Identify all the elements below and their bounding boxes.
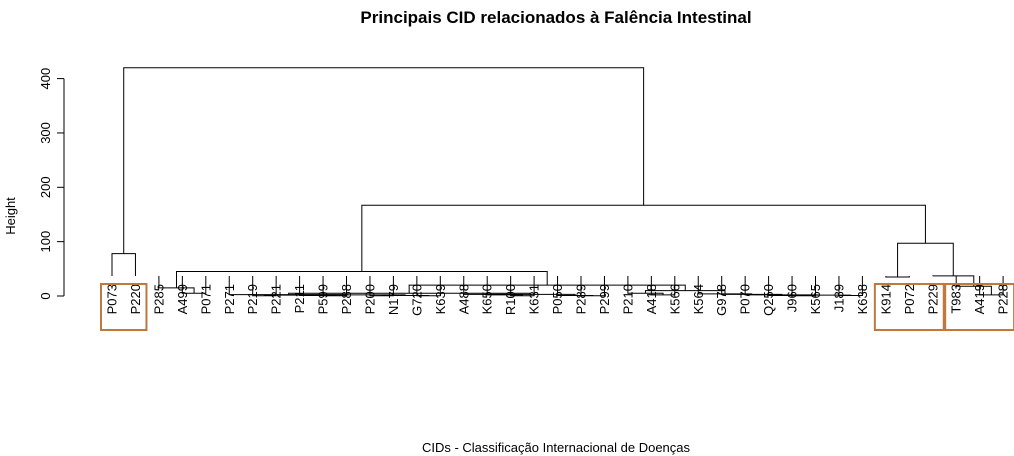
leaf-label: P220: [128, 284, 143, 314]
dendrogram-merge: [158, 276, 195, 294]
leaf-label: P289: [574, 284, 589, 314]
leaf-label: P228: [996, 284, 1011, 314]
dendrogram-merge: [885, 276, 910, 278]
dendrogram-merge: [897, 242, 954, 277]
leaf-label: P599: [316, 284, 331, 314]
dendrogram-merge: [361, 204, 926, 272]
leaf-label: P288: [339, 284, 354, 314]
y-axis: 0 100 200 300 400: [38, 68, 65, 300]
y-tick-label: 100: [38, 231, 53, 253]
leaf-label: A419: [972, 284, 987, 314]
leaf-label: T983: [949, 284, 964, 314]
y-tick-label: 200: [38, 176, 53, 198]
leaf-label: P221: [269, 284, 284, 314]
dendrogram-merge: [175, 271, 548, 288]
dendrogram-merge: [288, 292, 531, 295]
leaf-label: J189: [831, 284, 846, 312]
leaf-label: P210: [620, 284, 635, 314]
dendrogram-tree: [111, 67, 1004, 297]
y-tick-label: 400: [38, 68, 53, 90]
leaf-label: P071: [198, 284, 213, 314]
leaf-label: K638: [855, 284, 870, 314]
leaf-label: K564: [691, 284, 706, 314]
leaf-label: P219: [245, 284, 260, 314]
dendrogram-merge: [181, 276, 207, 294]
leaf-label: A418: [644, 284, 659, 314]
leaf-label: P200: [362, 284, 377, 314]
dendrogram-merge: [557, 276, 594, 296]
leaf-label: K650: [480, 284, 495, 314]
leaf-label: P072: [902, 284, 917, 314]
leaf-label: J960: [785, 284, 800, 312]
leaf-label: A488: [456, 284, 471, 314]
highlight-box: [100, 283, 148, 331]
leaf-label: P070: [738, 284, 753, 314]
leaf-label: P299: [597, 284, 612, 314]
dendrogram-merge: [111, 253, 136, 276]
leaf-label: N179: [386, 284, 401, 315]
leaf-label: P073: [105, 284, 120, 314]
dendrogram-merge: [721, 276, 783, 295]
leaf-label: P211: [292, 284, 307, 313]
dendrogram-merge: [932, 275, 975, 287]
leaf-label: G978: [714, 284, 729, 316]
leaf-label: P229: [925, 284, 940, 314]
leaf-label: K914: [878, 284, 893, 314]
leaf-labels: P073 P220 P285 A499 P071 P271 P219 P221 P211 P599…: [105, 284, 1011, 316]
leaf-label: P271: [222, 284, 237, 314]
leaf-label: P050: [550, 284, 565, 314]
leaf-label: G720: [409, 284, 424, 316]
y-axis-label: Height: [3, 197, 18, 235]
leaf-label: K565: [808, 284, 823, 314]
highlight-box: [873, 283, 945, 331]
leaf-label: Q250: [761, 284, 776, 316]
chart-title: Principais CID relacionados à Falência I…: [360, 8, 751, 27]
highlight-box: [944, 283, 1014, 331]
leaf-label: K566: [667, 284, 682, 314]
highlight-boxes: [100, 283, 1014, 331]
dendrogram-merge: [484, 293, 576, 296]
leaf-label: R100: [503, 284, 518, 315]
y-tick-label: 0: [38, 292, 53, 299]
leaf-label: A499: [175, 284, 190, 314]
leaf-label: K631: [527, 284, 542, 314]
y-tick-label: 300: [38, 122, 53, 144]
x-axis-label: CIDs - Classificação Internacional de Do…: [422, 440, 691, 455]
leaf-label: P285: [151, 284, 166, 314]
dendrogram-merge: [123, 67, 645, 254]
leaf-label: K639: [433, 284, 448, 314]
